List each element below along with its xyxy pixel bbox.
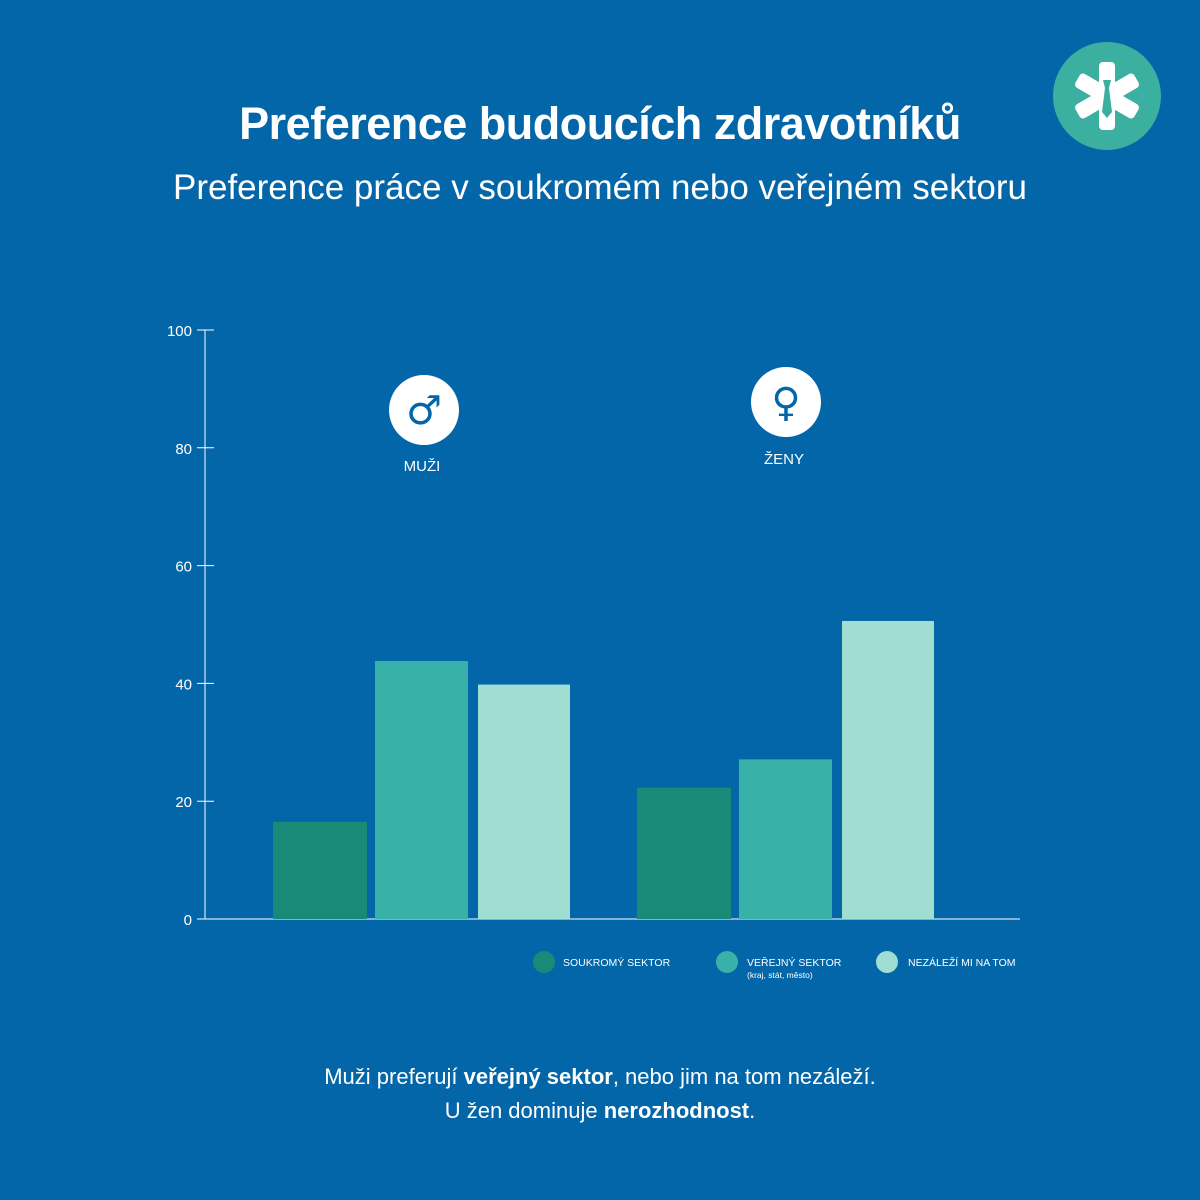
y-tick-label: 80 — [175, 441, 192, 458]
summary-emphasis: veřejný sektor — [463, 1064, 613, 1089]
legend-sublabel: (kraj, stát, město) — [747, 970, 813, 980]
page-subtitle: Preference práce v soukromém nebo veřejn… — [172, 168, 1027, 207]
bar-muzi-series-3 — [478, 684, 570, 919]
female-symbol-icon: ♀ — [771, 380, 800, 426]
y-tick-label: 0 — [184, 912, 192, 929]
y-tick-label: 40 — [175, 676, 192, 693]
page-title: Preference budoucích zdravotníků — [239, 98, 961, 149]
summary-line-1: Muži preferují veřejný sektor, nebo jim … — [0, 1060, 1200, 1094]
badge-circle — [751, 367, 821, 437]
bar-zeny-series-2 — [739, 759, 832, 919]
bar-zeny-series-1 — [637, 787, 731, 919]
chart-summary: Muži preferují veřejný sektor, nebo jim … — [0, 1060, 1200, 1128]
summary-emphasis: nerozhodnost — [603, 1098, 750, 1123]
legend-item: SOUKROMÝ SEKTOR — [533, 951, 671, 973]
legend-label: NEZÁLEŽÍ MI NA TOM — [908, 956, 1016, 969]
male-symbol-icon: ♂ — [406, 388, 442, 434]
category-badge: ♀ ŽENY — [751, 367, 821, 468]
summary-line-2: U žen dominuje nerozhodnost. — [0, 1094, 1200, 1128]
summary-text: U žen dominuje — [444, 1098, 604, 1123]
category-label: MUŽI — [404, 458, 441, 475]
legend-item: NEZÁLEŽÍ MI NA TOM — [876, 951, 1016, 973]
summary-text: Muži preferují — [324, 1064, 464, 1089]
bar-muzi-series-2 — [375, 661, 468, 919]
legend-label: SOUKROMÝ SEKTOR — [563, 956, 671, 969]
legend-label: VEŘEJNÝ SEKTOR — [747, 956, 842, 969]
medical-star-icon — [1053, 42, 1161, 150]
legend-item: VEŘEJNÝ SEKTOR(kraj, stát, město) — [716, 951, 842, 980]
y-tick-label: 20 — [175, 794, 192, 811]
bar-muzi-series-1 — [273, 821, 367, 919]
bar-zeny-series-3 — [842, 620, 934, 919]
summary-text: . — [749, 1098, 756, 1123]
legend-swatch — [716, 951, 738, 973]
y-tick-label: 60 — [175, 559, 192, 576]
legend-swatch — [533, 951, 555, 973]
badge-circle — [389, 375, 459, 445]
y-tick-label: 100 — [167, 323, 192, 340]
category-label: ŽENY — [764, 451, 804, 468]
legend-swatch — [876, 951, 898, 973]
summary-text: , nebo jim na tom nezáleží. — [612, 1064, 876, 1089]
category-badge: ♂ MUŽI — [389, 375, 459, 475]
